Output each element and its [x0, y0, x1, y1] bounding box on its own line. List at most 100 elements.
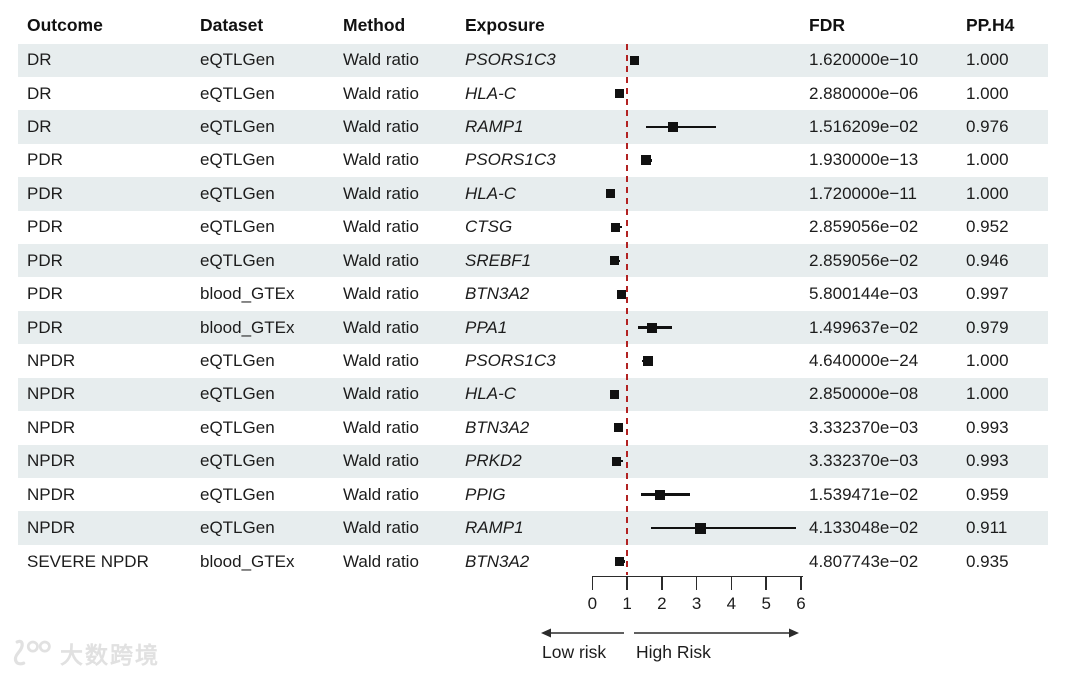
exposure-cell: BTN3A2: [465, 284, 530, 304]
outcome-cell: PDR: [27, 284, 63, 304]
fdr-cell: 4.807743e−02: [809, 551, 919, 571]
exposure-cell: PSORS1C3: [465, 150, 556, 170]
dataset-cell: eQTLGen: [200, 384, 275, 404]
outcome-cell: PDR: [27, 217, 63, 237]
dataset-cell: eQTLGen: [200, 250, 275, 270]
point-estimate-marker: [641, 155, 652, 166]
pph4-cell: 0.935: [966, 551, 1009, 571]
outcome-cell: NPDR: [27, 484, 76, 504]
exposure-cell: RAMP1: [465, 518, 524, 538]
point-estimate-marker: [617, 289, 626, 299]
x-axis-tick-label: 0: [587, 594, 598, 613]
dataset-cell: eQTLGen: [200, 484, 275, 504]
pph4-cell: 1.000: [966, 83, 1009, 103]
exposure-cell: HLA-C: [465, 183, 517, 203]
exposure-cell: PSORS1C3: [465, 50, 556, 70]
x-axis-tick-label: 3: [691, 594, 702, 613]
x-axis-tick-label: 5: [761, 594, 771, 613]
pph4-cell: 0.911: [966, 518, 1008, 538]
dataset-cell: eQTLGen: [200, 518, 275, 538]
x-axis-tick: [730, 575, 733, 590]
dataset-cell: eQTLGen: [200, 417, 275, 437]
outcome-cell: DR: [27, 50, 52, 70]
exposure-cell: PPIG: [465, 484, 506, 504]
method-cell: Wald ratio: [343, 518, 419, 538]
pph4-cell: 1.000: [966, 384, 1009, 404]
point-estimate-marker: [611, 222, 621, 232]
pph4-cell: 0.976: [966, 117, 1009, 137]
x-axis-tick-label: 1: [622, 594, 632, 613]
table-row: DR eQTLGen Wald ratio PSORS1C3 1.620000e…: [18, 43, 1048, 77]
table-row: NPDR eQTLGen Wald ratio HLA-C 2.850000e−…: [18, 377, 1048, 412]
outcome-cell: NPDR: [27, 384, 76, 404]
high-risk-arrow-icon: [634, 628, 799, 638]
exposure-cell: PPA1: [465, 317, 508, 337]
point-estimate-marker: [612, 456, 622, 466]
method-cell: Wald ratio: [343, 317, 419, 337]
exposure-cell: SREBF1: [465, 250, 532, 270]
method-cell: Wald ratio: [343, 150, 419, 170]
watermark: 大数跨境: [8, 636, 160, 670]
method-cell: Wald ratio: [343, 183, 419, 203]
dataset-cell: eQTLGen: [200, 117, 275, 137]
table-row: DR eQTLGen Wald ratio RAMP1 1.516209e−02…: [18, 110, 1048, 144]
column-header-exposure: Exposure: [465, 15, 545, 35]
fdr-cell: 1.499637e−02: [809, 317, 919, 337]
dataset-cell: blood_GTEx: [200, 317, 295, 337]
point-estimate-marker: [668, 122, 679, 133]
method-cell: Wald ratio: [343, 551, 419, 571]
fdr-cell: 1.516209e−02: [809, 117, 919, 137]
exposure-cell: RAMP1: [465, 117, 524, 137]
x-axis-tick: [661, 575, 663, 590]
dataset-cell: eQTLGen: [200, 350, 275, 370]
table-row: PDR eQTLGen Wald ratio CTSG 2.859056e−02…: [18, 211, 1048, 244]
exposure-cell: PRKD2: [465, 451, 522, 471]
high-risk-label: High Risk: [636, 642, 711, 662]
method-cell: Wald ratio: [343, 417, 419, 437]
method-cell: Wald ratio: [343, 451, 419, 471]
fdr-cell: 5.800144e−03: [809, 284, 919, 304]
method-cell: Wald ratio: [343, 484, 419, 504]
fdr-cell: 3.332370e−03: [809, 417, 919, 437]
pph4-cell: 1.000: [966, 183, 1009, 203]
pph4-cell: 0.979: [966, 317, 1009, 337]
point-estimate-marker: [647, 322, 658, 333]
column-header-method: Method: [343, 15, 406, 35]
table-row: NPDR eQTLGen Wald ratio PPIG 1.539471e−0…: [18, 478, 1048, 511]
column-header-dataset: Dataset: [200, 15, 264, 35]
x-axis-tick-label: 6: [796, 594, 806, 613]
method-cell: Wald ratio: [343, 83, 419, 103]
x-axis-tick-label: 4: [726, 594, 737, 613]
point-estimate-marker: [694, 522, 706, 534]
exposure-cell: PSORS1C3: [465, 350, 556, 370]
fdr-cell: 4.133048e−02: [809, 518, 919, 538]
pph4-cell: 1.000: [966, 50, 1009, 70]
pph4-cell: 0.993: [966, 417, 1009, 437]
fdr-cell: 4.640000e−24: [809, 350, 919, 370]
dataset-cell: blood_GTEx: [200, 551, 295, 571]
fdr-cell: 2.880000e−06: [809, 83, 919, 103]
dataset-cell: eQTLGen: [200, 217, 275, 237]
point-estimate-marker: [610, 389, 620, 399]
point-estimate-marker: [614, 423, 624, 433]
x-axis-tick: [591, 575, 594, 590]
low-risk-label: Low risk: [542, 642, 607, 662]
table-row: PDR blood_GTEx Wald ratio BTN3A2 5.80014…: [18, 277, 1048, 310]
pph4-cell: 1.000: [966, 350, 1009, 370]
method-cell: Wald ratio: [343, 217, 419, 237]
x-axis-tick: [800, 575, 802, 590]
point-estimate-marker: [609, 256, 619, 266]
pph4-cell: 0.997: [966, 284, 1009, 304]
table-row: NPDR eQTLGen Wald ratio PRKD2 3.332370e−…: [18, 444, 1048, 478]
column-header-pph4: PP.H4: [966, 15, 1015, 35]
table-row: PDR eQTLGen Wald ratio SREBF1 2.859056e−…: [18, 244, 1048, 278]
x-axis-tick: [626, 575, 628, 590]
outcome-cell: PDR: [27, 150, 63, 170]
x-axis-tick-label: 2: [657, 594, 667, 613]
outcome-cell: NPDR: [27, 417, 76, 437]
x-axis-tick: [695, 575, 698, 590]
pph4-cell: 0.946: [966, 250, 1009, 270]
outcome-cell: PDR: [27, 183, 63, 203]
dataset-cell: eQTLGen: [200, 150, 275, 170]
